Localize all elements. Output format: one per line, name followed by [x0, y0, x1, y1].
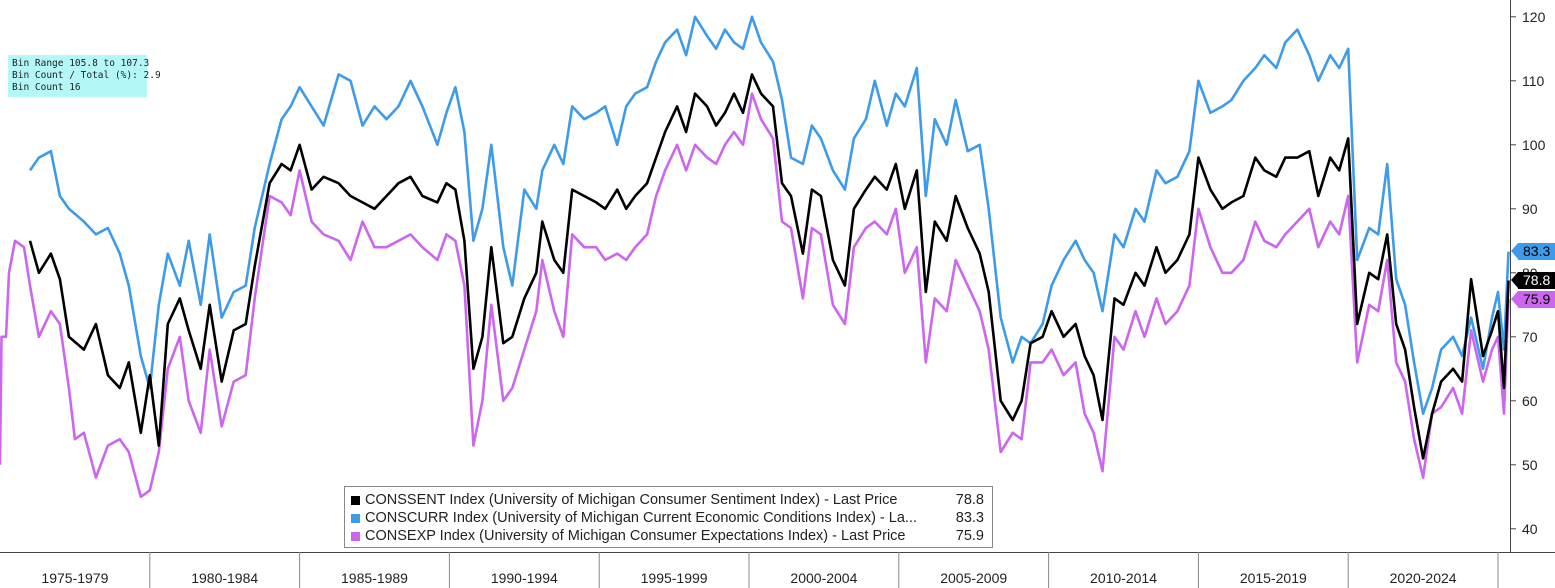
y-tick-label: 90 [1522, 201, 1538, 217]
y-tick-label: 70 [1522, 329, 1538, 345]
legend-label: CONSEXP Index (University of Michigan Co… [365, 528, 906, 544]
legend-swatch [351, 513, 360, 523]
x-tick-label: 2010-2014 [1090, 570, 1157, 586]
y-tick-label: 120 [1522, 9, 1546, 25]
series-line-0 [28, 73, 1510, 460]
x-axis: 1975-1979 1980-1984 1985-1989 1990-1994 1995… [0, 552, 1555, 588]
chart-legend: CONSSENT Index (University of Michigan C… [344, 486, 993, 548]
legend-swatch [351, 531, 360, 541]
legend-entry-conssent[interactable]: CONSSENT Index (University of Michigan C… [351, 491, 984, 509]
x-tick-label: 2020-2024 [1390, 570, 1457, 586]
series-line-1 [28, 15, 1510, 415]
x-tick-label: 2005-2009 [940, 570, 1007, 586]
legend-last-price: 83.3 [955, 510, 984, 526]
legend-last-price: 75.9 [955, 528, 984, 544]
last-price-badge-conssent: 78.8 [1511, 272, 1555, 289]
legend-swatch [351, 495, 360, 505]
series-line-2 [0, 92, 1510, 499]
plot-area [0, 15, 1510, 499]
x-tick-label: 1985-1989 [341, 570, 408, 586]
x-tick-label: 1990-1994 [491, 570, 558, 586]
y-axis: 405060708090100110120 [1510, 0, 1546, 552]
y-tick-label: 40 [1522, 521, 1538, 537]
legend-entry-consexp[interactable]: CONSEXP Index (University of Michigan Co… [351, 527, 984, 545]
last-price-badge-consexp: 75.9 [1511, 290, 1555, 308]
x-tick-label: 2015-2019 [1240, 570, 1307, 586]
legend-label: CONSSENT Index (University of Michigan C… [365, 492, 898, 508]
last-price-badge-conscurr: 83.3 [1511, 243, 1555, 261]
y-tick-label: 60 [1522, 393, 1538, 409]
legend-entry-conscurr[interactable]: CONSCURR Index (University of Michigan C… [351, 509, 984, 527]
x-tick-label: 2000-2004 [790, 570, 857, 586]
legend-last-price: 78.8 [955, 492, 984, 508]
tooltip-line: Bin Count / Total (%): 2.9 [12, 70, 161, 81]
y-tick-label: 100 [1522, 137, 1546, 153]
y-tick-label: 50 [1522, 457, 1538, 473]
y-tick-label: 110 [1522, 73, 1545, 89]
tooltip-line: Bin Range 105.8 to 107.3 [12, 58, 150, 69]
tooltip-line: Bin Count 16 [12, 82, 81, 93]
legend-label: CONSCURR Index (University of Michigan C… [365, 510, 918, 526]
x-tick-label: 1980-1984 [191, 570, 258, 586]
x-tick-label: 1995-1999 [641, 570, 708, 586]
x-tick-label: 1975-1979 [41, 570, 108, 586]
bin-tooltip: Bin Range 105.8 to 107.3 Bin Count / Tot… [8, 55, 161, 97]
